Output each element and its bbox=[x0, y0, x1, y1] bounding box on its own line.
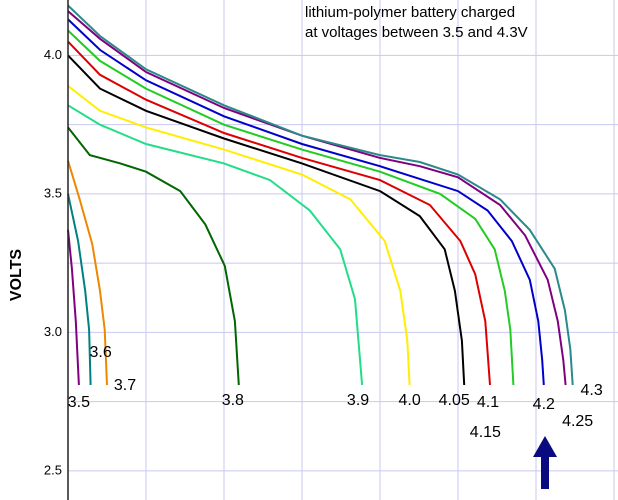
series-label: 3.5 bbox=[68, 394, 90, 411]
lines bbox=[67, 4, 574, 386]
series-label: 4.0 bbox=[399, 392, 421, 409]
series-line bbox=[67, 85, 411, 386]
series-label: 4.1 bbox=[477, 394, 499, 411]
series-line bbox=[67, 18, 545, 386]
chart-title: lithium-polymer battery charged bbox=[305, 4, 515, 21]
series-label: 4.05 bbox=[439, 392, 470, 409]
series-line bbox=[67, 193, 92, 386]
chart-subtitle: at voltages between 3.5 and 4.3V bbox=[305, 24, 528, 41]
y-tick-label: 2.5 bbox=[44, 462, 62, 477]
series-line bbox=[67, 54, 466, 386]
series-label: 3.9 bbox=[347, 392, 369, 409]
series-label: 4.2 bbox=[533, 396, 555, 413]
series-label: 3.6 bbox=[89, 344, 111, 361]
y-tick-label: 3.0 bbox=[44, 324, 62, 339]
series-label: 3.7 bbox=[114, 377, 136, 394]
series-line bbox=[67, 126, 240, 386]
series-label: 3.8 bbox=[222, 392, 244, 409]
y-axis-label: VOLTS bbox=[8, 249, 25, 301]
series-label: 4.25 bbox=[562, 413, 593, 430]
grid bbox=[68, 0, 618, 500]
series-line bbox=[67, 40, 491, 386]
series-label: 4.15 bbox=[470, 424, 501, 441]
series-line bbox=[67, 104, 364, 386]
series-line bbox=[67, 10, 567, 386]
y-tick-label: 4.0 bbox=[44, 47, 62, 62]
series-line bbox=[67, 29, 515, 386]
arrow bbox=[533, 436, 557, 489]
series-line bbox=[67, 4, 574, 386]
y-tick-label: 3.5 bbox=[44, 185, 62, 200]
series-line bbox=[67, 229, 80, 386]
series-label: 4.3 bbox=[581, 382, 603, 399]
series-line bbox=[67, 160, 108, 386]
